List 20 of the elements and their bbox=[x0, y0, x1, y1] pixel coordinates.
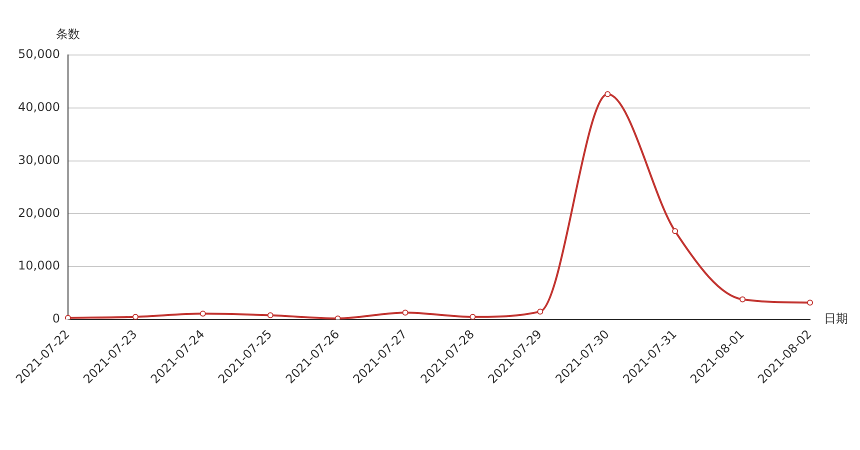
y-tick-label: 50,000 bbox=[18, 47, 60, 62]
point bbox=[334, 315, 341, 320]
y-tick-label: 20,000 bbox=[18, 206, 60, 220]
point bbox=[537, 308, 544, 315]
point bbox=[470, 314, 476, 320]
y-tick-label: 0 bbox=[52, 312, 60, 326]
point bbox=[402, 310, 408, 316]
point bbox=[740, 296, 746, 302]
point bbox=[267, 312, 274, 318]
point bbox=[64, 314, 71, 320]
y-axis-title: 条数 bbox=[56, 27, 80, 42]
x-axis-title: 日期 bbox=[824, 312, 848, 326]
y-tick-label: 10,000 bbox=[18, 258, 60, 273]
point bbox=[132, 314, 138, 320]
y-tick-label: 30,000 bbox=[18, 152, 60, 167]
point bbox=[200, 310, 206, 317]
point bbox=[604, 91, 611, 98]
point bbox=[672, 228, 678, 234]
point bbox=[807, 300, 813, 306]
y-tick-label: 40,000 bbox=[18, 100, 60, 114]
